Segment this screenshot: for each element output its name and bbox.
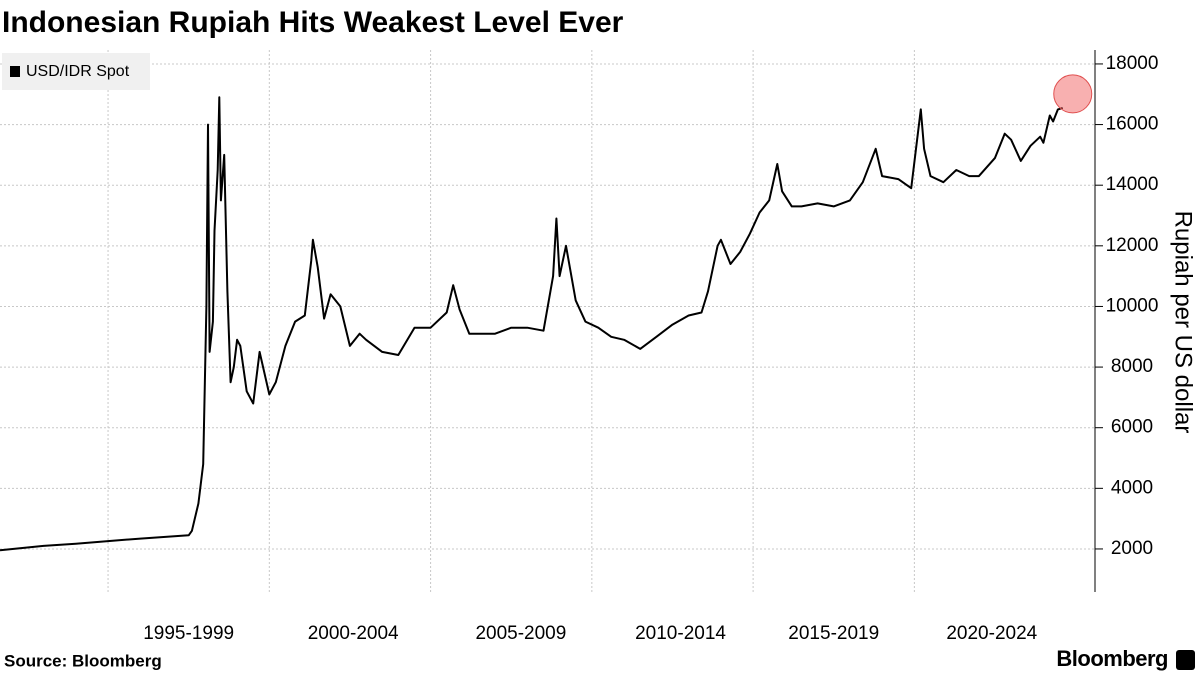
line xyxy=(0,96,1063,552)
x-tick-label: 2000-2004 xyxy=(308,623,399,644)
highlight-circle xyxy=(1053,74,1093,114)
y-tick-label: 4000 xyxy=(1111,477,1153,498)
chart-title: Indonesian Rupiah Hits Weakest Level Eve… xyxy=(2,6,624,39)
brand-icon xyxy=(1176,650,1195,670)
brand: Bloomberg xyxy=(1056,646,1168,671)
x-tick-label: 1995-1999 xyxy=(143,623,234,644)
x-tick-label: 2020-2024 xyxy=(946,623,1037,644)
y-tick-label: 16000 xyxy=(1106,114,1159,135)
y-tick-label: 2000 xyxy=(1111,538,1153,559)
x-tick-label: 2010-2014 xyxy=(635,623,726,644)
y-tick-label: 8000 xyxy=(1111,356,1153,377)
legend-swatch xyxy=(10,66,20,77)
y-axis-label: Rupiah per US dollar xyxy=(1170,211,1197,434)
legend-label: USD/IDR Spot xyxy=(26,63,130,80)
y-tick-label: 6000 xyxy=(1111,417,1153,438)
source: Source: Bloomberg xyxy=(4,651,162,670)
y-tick-label: 12000 xyxy=(1106,235,1159,256)
legend-box xyxy=(2,53,150,90)
legend: USD/IDR Spot xyxy=(2,53,150,90)
y-tick-label: 10000 xyxy=(1106,295,1159,316)
x-tick-label: 2005-2009 xyxy=(475,623,566,644)
x-tick-label: 2015-2019 xyxy=(788,623,879,644)
y-tick-label: 14000 xyxy=(1106,174,1159,195)
y-tick-label: 18000 xyxy=(1106,53,1159,74)
